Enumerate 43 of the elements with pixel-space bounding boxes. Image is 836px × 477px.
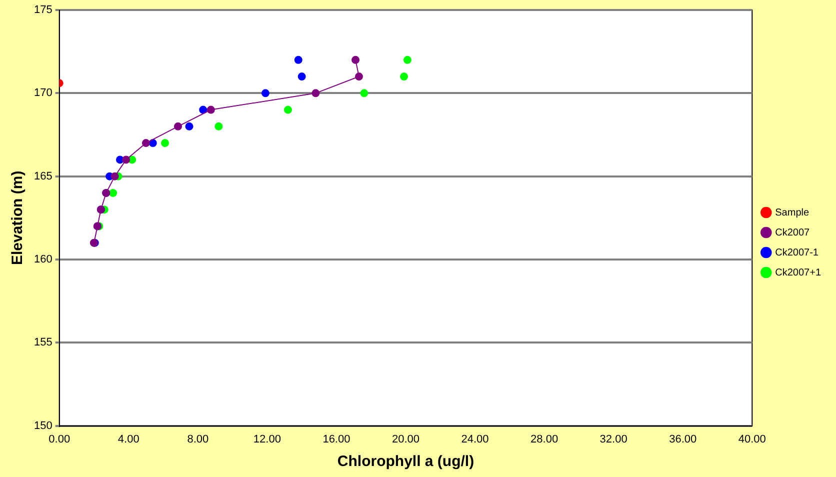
point <box>122 156 130 164</box>
x-axis-title: Chlorophyll a (ug/l) <box>337 453 474 470</box>
point <box>298 72 306 81</box>
point <box>312 89 320 98</box>
point <box>110 172 119 180</box>
point <box>161 139 169 148</box>
y-axis-title: Elevation (m) <box>9 170 26 265</box>
x-tick-label: 24.00 <box>461 433 489 446</box>
point <box>354 72 363 81</box>
x-tick-label: 12.00 <box>253 433 281 446</box>
point <box>214 122 223 130</box>
y-tick-label: 155 <box>34 336 52 349</box>
point <box>109 188 118 197</box>
point <box>284 106 292 114</box>
point <box>261 89 270 98</box>
legend-label: Sample <box>775 207 810 218</box>
legend-label: Ck2007 <box>775 227 810 238</box>
x-tick-label: 32.00 <box>600 433 628 446</box>
y-tick-label: 160 <box>34 254 52 266</box>
y-tick-label: 175 <box>34 4 52 16</box>
point <box>199 106 208 114</box>
x-tick-label: 0.00 <box>48 433 70 446</box>
x-tick-label: 16.00 <box>322 433 350 446</box>
point <box>206 106 215 114</box>
point <box>294 56 302 64</box>
y-tick-label: 165 <box>34 170 52 182</box>
legend-label: Ck2007+1 <box>775 267 822 278</box>
point <box>400 72 408 81</box>
point <box>352 56 360 64</box>
x-tick-label: 4.00 <box>118 433 140 446</box>
point <box>174 122 182 130</box>
y-tick-label: 150 <box>34 420 52 432</box>
x-tick-label: 20.00 <box>392 433 420 446</box>
point <box>185 122 194 130</box>
x-tick-label: 8.00 <box>187 433 209 446</box>
point <box>403 56 412 64</box>
point <box>142 139 150 148</box>
x-tick-label: 28.00 <box>530 433 558 446</box>
legend-label: Ck2007-1 <box>775 247 819 258</box>
x-tick-label: 40.00 <box>738 433 766 446</box>
y-tick-label: 170 <box>34 87 52 100</box>
point <box>360 89 368 98</box>
x-tick-label: 36.00 <box>669 433 697 446</box>
